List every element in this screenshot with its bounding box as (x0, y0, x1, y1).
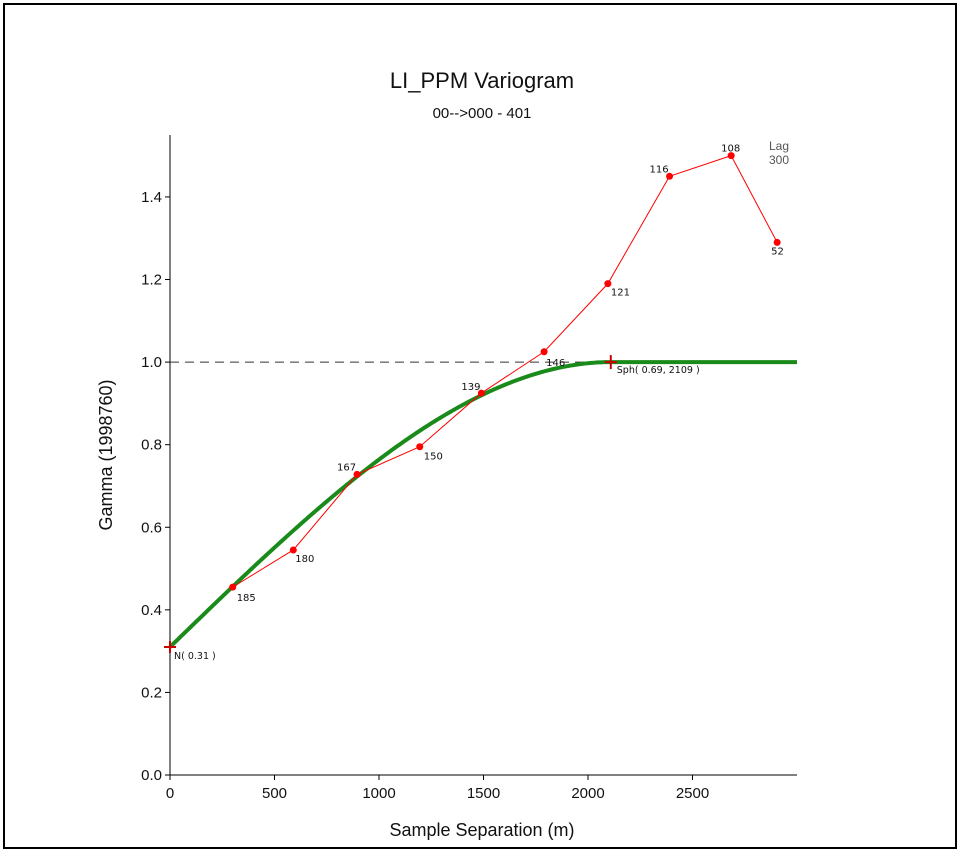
y-tick-label: 0.6 (141, 519, 162, 536)
y-tick-label: 1.4 (141, 189, 162, 206)
point-label: 139 (461, 382, 480, 393)
data-point (727, 152, 735, 160)
y-tick-label: 1.2 (141, 272, 162, 289)
chart-subtitle: 00-->000 - 401 (433, 105, 532, 122)
x-tick-label: 2500 (676, 785, 709, 802)
experimental-line (232, 155, 778, 588)
x-tick-label: 500 (262, 785, 287, 802)
data-point (229, 583, 237, 591)
y-tick-label: 0.0 (141, 767, 162, 784)
point-label: 52 (771, 246, 784, 257)
y-tick-label: 0.8 (141, 437, 162, 454)
y-tick-label: 1.0 (141, 354, 162, 371)
y-tick-label: 0.2 (141, 684, 162, 701)
data-point (416, 443, 424, 451)
model-curve (168, 360, 797, 649)
point-label: 108 (721, 144, 740, 155)
chart-title: LI_PPM Variogram (390, 68, 574, 93)
x-tick-label: 0 (166, 785, 174, 802)
point-label: 150 (424, 452, 443, 463)
lag-value: 300 (769, 153, 789, 167)
data-point (666, 172, 674, 180)
chart-frame (3, 3, 957, 849)
point-label: 167 (337, 462, 356, 473)
x-axis-label: Sample Separation (m) (389, 820, 574, 840)
point-label: 121 (611, 288, 630, 299)
data-point (604, 280, 612, 288)
x-tick-label: 1500 (467, 785, 500, 802)
point-label: 116 (650, 164, 669, 175)
point-label: 146 (546, 358, 565, 369)
x-tick-label: 2000 (571, 785, 604, 802)
data-point (773, 238, 781, 246)
data-point (353, 470, 361, 478)
plot-area: 0 500 1000 1500 2000 2500 0.0 0.2 0.4 0.6 0.8 1.0 1.… (141, 135, 797, 802)
x-tick-label: 1000 (362, 785, 395, 802)
y-tick-label: 0.4 (141, 602, 162, 619)
y-axis-label: Gamma (1998760) (96, 379, 116, 530)
sph-label: Sph( 0.69, 2109 ) (617, 365, 700, 376)
nugget-label: N( 0.31 ) (174, 651, 216, 662)
point-label: 185 (237, 593, 256, 604)
data-point (540, 348, 548, 356)
point-label: 180 (295, 554, 314, 565)
lag-label: Lag (769, 139, 789, 153)
data-point (477, 389, 485, 397)
data-point (289, 546, 297, 554)
